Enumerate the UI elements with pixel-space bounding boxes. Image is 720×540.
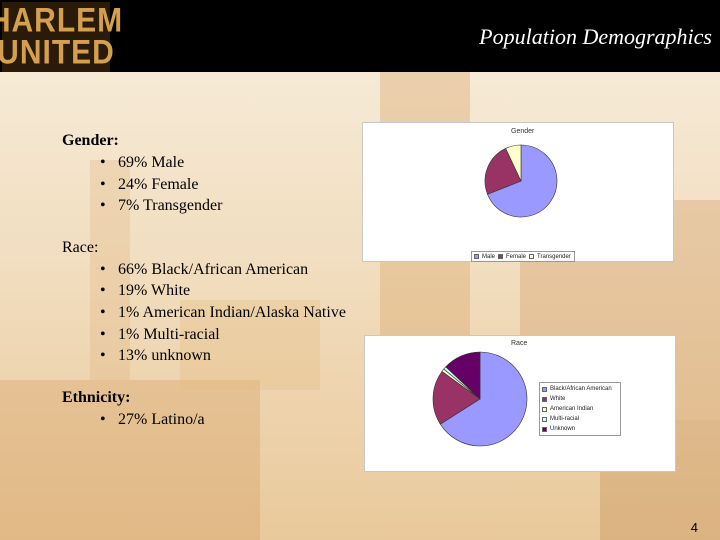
race-pie-svg <box>432 351 528 447</box>
legend-item: American Indian <box>542 404 618 414</box>
pie-slice-transgender <box>505 144 522 182</box>
list-item: • 19% White <box>100 280 392 302</box>
legend-item: Male <box>474 252 496 261</box>
header-bar: HARLEM UNITED Population Demographics <box>0 0 720 72</box>
pie-slice-male <box>487 144 558 218</box>
pie-slice-unknown <box>445 351 481 400</box>
legend-label: Black/African American <box>550 386 612 392</box>
legend-label: American Indian <box>550 406 594 412</box>
bullet-icon: • <box>100 197 106 215</box>
bullet-icon: • <box>100 260 106 278</box>
race-chart: Race Black/African American White American… <box>364 335 676 472</box>
pie-slice-white <box>432 370 481 425</box>
legend-swatch <box>542 426 547 432</box>
list-item: • 66% Black/African American <box>100 259 392 281</box>
race-legend: Black/African American White American Indi… <box>539 382 621 436</box>
legend-label: Female <box>506 253 527 260</box>
pie-slice-black-african-american <box>439 351 528 447</box>
legend-swatch <box>498 254 504 259</box>
list-item: • 69% Male <box>100 152 392 174</box>
page-number: 4 <box>690 520 698 535</box>
race-list: • 66% Black/African American • 19% White •… <box>100 259 392 367</box>
legend-swatch <box>474 254 479 259</box>
logo-line-2: UNITED <box>0 33 115 72</box>
legend-label: Transgender <box>537 253 571 260</box>
bullet-icon: • <box>100 325 106 343</box>
logo-line-1: HARLEM <box>0 1 124 40</box>
gender-legend: Male Female Transgender <box>471 251 575 262</box>
race-chart-title: Race <box>511 340 528 347</box>
gender-pie-svg <box>484 144 558 218</box>
legend-swatch <box>542 406 547 412</box>
bullet-icon: • <box>100 282 106 300</box>
list-item: • 13% unknown <box>100 345 392 367</box>
race-heading: Race: <box>62 238 99 256</box>
slide-title: Population Demographics <box>479 24 712 49</box>
legend-label: White <box>550 396 566 402</box>
bullet-icon: • <box>100 303 106 321</box>
legend-swatch <box>542 416 547 422</box>
legend-label: Unknown <box>550 426 576 432</box>
legend-item: Transgender <box>529 252 571 261</box>
gender-heading: Gender: <box>62 132 119 149</box>
legend-swatch <box>529 254 535 259</box>
gender-chart: Gender Male Female Transgender <box>362 122 674 262</box>
ethnicity-heading: Ethnicity: <box>62 388 131 406</box>
bullet-icon: • <box>100 347 106 365</box>
legend-item: White <box>542 394 618 404</box>
legend-swatch <box>542 396 547 402</box>
legend-item: Unknown <box>542 424 618 434</box>
legend-item: Black/African American <box>542 384 618 394</box>
legend-label: Male <box>482 253 496 260</box>
bullet-icon: • <box>100 410 106 428</box>
harlem-united-logo: HARLEM UNITED <box>0 2 122 72</box>
pie-slice-female <box>484 148 522 195</box>
bullet-icon: • <box>100 154 106 171</box>
legend-swatch <box>542 386 547 392</box>
list-item: • 1% American Indian/Alaska Native <box>100 302 392 324</box>
list-item: • 7% Transgender <box>100 195 392 217</box>
list-item: • 27% Latino/a <box>100 409 392 431</box>
gender-chart-title: Gender <box>511 128 535 135</box>
list-item: • 1% Multi-racial <box>100 324 392 346</box>
bullet-icon: • <box>100 175 106 193</box>
list-item: • 24% Female <box>100 174 392 196</box>
legend-label: Multi-racial <box>550 416 580 422</box>
gender-list: • 69% Male • 24% Female • 7% Transgender <box>100 152 392 217</box>
demographics-text: Gender: • 69% Male • 24% Female • 7% Transg… <box>62 130 392 430</box>
legend-item: Multi-racial <box>542 414 618 424</box>
ethnicity-list: • 27% Latino/a <box>100 409 392 431</box>
legend-item: Female <box>498 252 527 261</box>
